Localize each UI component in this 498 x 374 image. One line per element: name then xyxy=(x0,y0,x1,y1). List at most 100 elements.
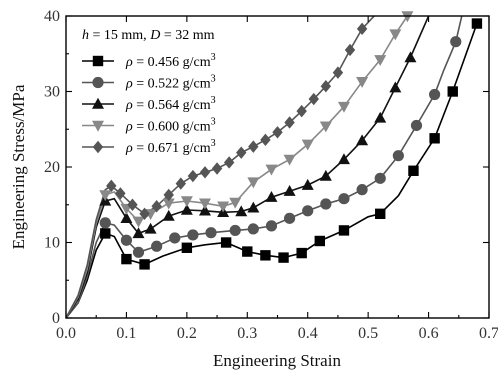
series-1-point xyxy=(429,133,440,144)
series-2-point xyxy=(265,220,278,232)
series-line-4 xyxy=(66,16,409,318)
x-axis-title: Engineering Strain xyxy=(213,351,341,370)
legend-marker xyxy=(92,76,104,89)
legend-marker xyxy=(92,140,104,154)
series-4-point xyxy=(217,201,230,213)
legend-label: ρ = 0.600 g/cm3 xyxy=(125,117,216,135)
series-2-point xyxy=(169,232,181,244)
series-4-point xyxy=(229,197,242,209)
series-5-point xyxy=(106,179,117,193)
data-markers xyxy=(99,11,483,270)
series-5-point xyxy=(175,177,187,190)
legend-marker xyxy=(92,55,104,67)
series-3-point xyxy=(144,222,157,234)
series-4-point xyxy=(198,198,211,210)
series-2-point xyxy=(151,240,163,252)
series-4-point xyxy=(389,29,402,41)
y-tick-label: 10 xyxy=(44,235,60,252)
series-5-point xyxy=(332,66,344,79)
series-3-point xyxy=(356,134,369,146)
series-4-point xyxy=(247,177,260,189)
x-tick-label: 0.1 xyxy=(116,325,136,342)
y-tick-label: 40 xyxy=(44,8,60,25)
x-axis-ticks: 0.0 0.1 0.2 0.3 0.4 0.5 0.6 0.7 xyxy=(56,16,498,342)
y-tick-label: 0 xyxy=(52,310,60,327)
y-tick-label: 30 xyxy=(44,84,60,101)
series-3-point xyxy=(301,178,314,190)
legend-marker xyxy=(92,120,104,132)
series-1-point xyxy=(260,250,271,261)
x-tick-label: 0.0 xyxy=(56,325,76,342)
series-3-point xyxy=(247,201,260,213)
series-1-point xyxy=(139,259,150,270)
series-4-point xyxy=(374,55,387,66)
series-5-point xyxy=(344,43,356,57)
x-tick-label: 0.5 xyxy=(358,325,378,342)
series-3-point xyxy=(162,209,175,221)
series-3-point xyxy=(235,205,248,217)
series-5-point xyxy=(127,198,138,211)
series-line-3 xyxy=(66,16,430,318)
series-4-point xyxy=(162,198,175,210)
series-1-point xyxy=(121,253,132,265)
series-5-point xyxy=(199,166,211,179)
y-axis-title: Engineering Stress/MPa xyxy=(9,84,28,249)
series-2-point xyxy=(392,150,404,162)
series-1-point xyxy=(220,237,232,248)
x-tick-label: 0.6 xyxy=(419,325,439,342)
series-1-point xyxy=(242,246,253,257)
x-tick-label: 0.2 xyxy=(177,325,197,342)
series-3-point xyxy=(180,203,193,215)
series-5-point xyxy=(308,92,319,106)
series-3-point xyxy=(404,51,417,63)
series-2-point xyxy=(320,198,332,210)
legend-label: ρ = 0.456 g/cm3 xyxy=(125,52,216,70)
series-2-point xyxy=(229,224,241,237)
series-2-point xyxy=(99,217,111,229)
y-axis-ticks: 0 10 20 30 40 xyxy=(44,8,489,327)
series-4-point xyxy=(265,164,278,176)
series-4-point xyxy=(301,139,314,151)
series-2-point xyxy=(374,172,386,184)
series-3-point xyxy=(265,191,278,202)
series-2-point xyxy=(187,229,199,241)
series-2-point xyxy=(120,234,133,246)
series-5-point xyxy=(187,169,199,183)
series-1-point xyxy=(447,86,458,97)
series-4-point xyxy=(319,121,332,133)
legend-label: ρ = 0.671 g/cm3 xyxy=(125,138,216,156)
series-3-point xyxy=(337,153,350,165)
series-2-point xyxy=(132,246,145,258)
series-4-point xyxy=(401,11,414,23)
series-5-point xyxy=(320,80,332,93)
series-1-point xyxy=(278,252,289,263)
series-1-point xyxy=(338,225,350,236)
series-1-point xyxy=(181,242,193,253)
series-2-point xyxy=(338,193,350,205)
series-5-point xyxy=(260,133,271,147)
series-4-point xyxy=(180,196,193,208)
series-3-point xyxy=(132,227,145,239)
legend-label: ρ = 0.522 g/cm3 xyxy=(125,74,216,92)
series-2-point xyxy=(247,223,259,235)
series-3-point xyxy=(374,111,387,123)
series-5-point xyxy=(272,126,283,139)
series-4-point xyxy=(283,154,296,166)
series-1-point xyxy=(408,165,419,176)
series-5-point xyxy=(151,200,162,213)
series-5-point xyxy=(356,22,368,36)
series-4-point xyxy=(132,216,145,228)
series-3-point xyxy=(389,81,402,93)
series-5-point xyxy=(223,156,235,169)
series-1-point xyxy=(314,235,325,247)
series-4-point xyxy=(356,76,369,88)
legend-label: ρ = 0.564 g/cm3 xyxy=(125,95,216,113)
series-2-point xyxy=(450,36,462,48)
series-5-point xyxy=(139,207,150,221)
series-1-point xyxy=(375,208,386,220)
series-2-point xyxy=(283,212,296,224)
series-3-point xyxy=(319,169,332,181)
geometry-annotation: h = 15 mm, D = 32 mm xyxy=(82,28,215,43)
series-1-point xyxy=(296,247,307,259)
